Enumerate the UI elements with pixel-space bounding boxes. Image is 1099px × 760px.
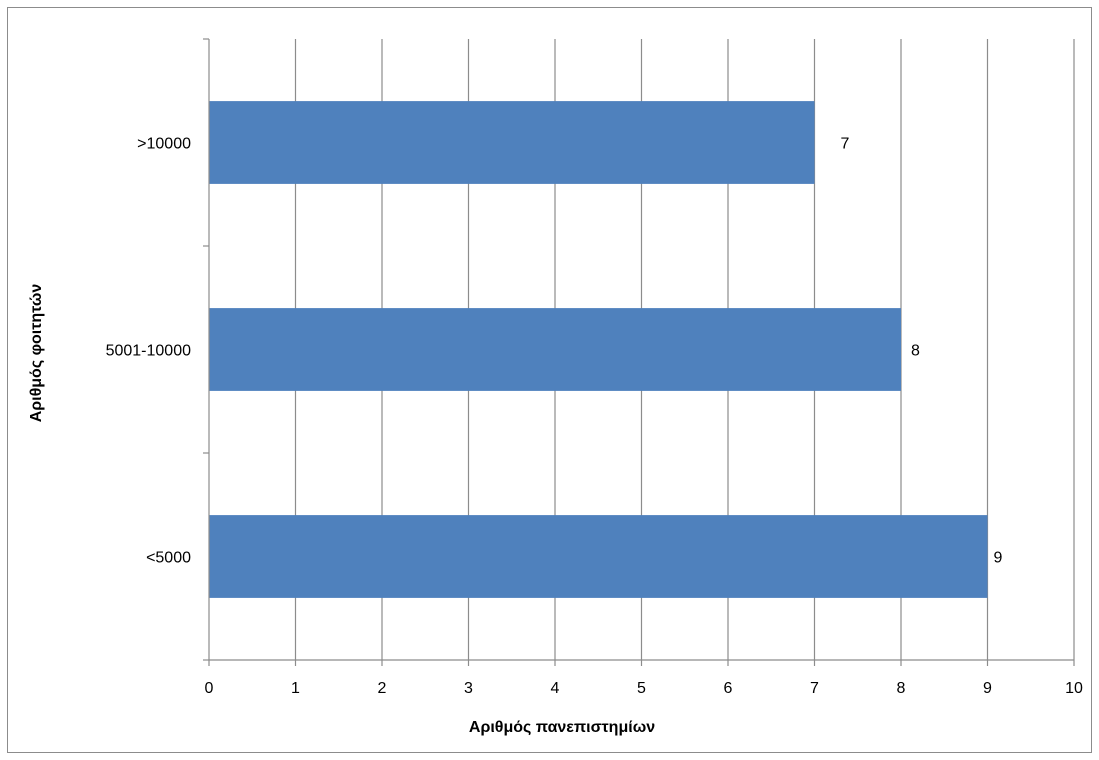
x-axis-title: Αριθμός πανεπιστημίων xyxy=(469,719,655,736)
x-tick-label: 5 xyxy=(637,680,646,697)
axes xyxy=(203,38,1075,666)
data-label: 9 xyxy=(994,550,1003,567)
x-tick-label: 2 xyxy=(378,680,387,697)
y-tick-label: >10000 xyxy=(137,136,191,153)
chart-frame: 0 1 2 3 4 5 6 7 8 9 10 <5000 9 5001-10000 8 >10000 7 Αρι… xyxy=(7,7,1092,753)
x-tick-label: 10 xyxy=(1065,680,1083,697)
y-tick-label: <5000 xyxy=(146,550,191,567)
bar xyxy=(209,308,901,391)
y-tick-label: 5001-10000 xyxy=(106,343,192,360)
y-axis-title: Αριθμός φοιτητών xyxy=(28,284,45,423)
data-label: 8 xyxy=(911,343,920,360)
labels: 0 1 2 3 4 5 6 7 8 9 10 <5000 9 5001-10000 8 >10000 7 xyxy=(106,136,1083,698)
x-tick-label: 7 xyxy=(810,680,819,697)
data-label: 7 xyxy=(841,136,850,153)
x-tick-label: 8 xyxy=(897,680,906,697)
x-tick-label: 6 xyxy=(724,680,733,697)
bar xyxy=(209,515,988,598)
bar xyxy=(209,101,815,184)
bars xyxy=(209,101,988,598)
x-tick-label: 0 xyxy=(205,680,214,697)
x-tick-label: 9 xyxy=(983,680,992,697)
x-tick-label: 3 xyxy=(464,680,473,697)
x-tick-label: 1 xyxy=(291,680,300,697)
bar-chart: 0 1 2 3 4 5 6 7 8 9 10 <5000 9 5001-10000 8 >10000 7 Αρι… xyxy=(28,38,1083,736)
x-tick-label: 4 xyxy=(551,680,560,697)
